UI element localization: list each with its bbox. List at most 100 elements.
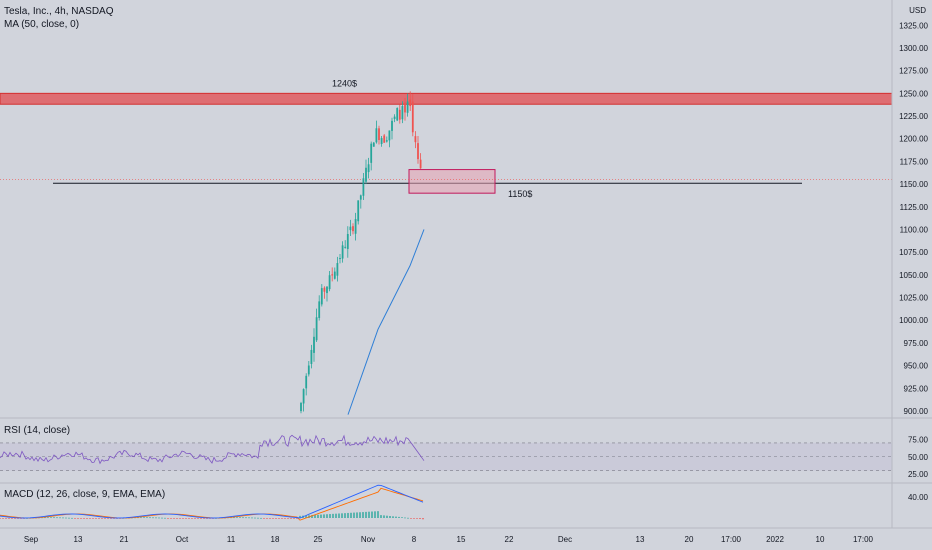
- support-label: 1150$: [508, 189, 532, 199]
- candle-body: [375, 128, 378, 143]
- candle-body: [320, 288, 323, 305]
- macd-histogram-bar: [314, 514, 316, 518]
- macd-histogram-bar: [266, 518, 268, 519]
- macd-histogram-bar: [149, 517, 151, 519]
- macd-histogram-bar: [233, 517, 235, 519]
- macd-histogram-bar: [368, 511, 370, 518]
- macd-histogram-bar: [407, 517, 409, 519]
- macd-histogram-bar: [146, 517, 148, 519]
- candle-body: [414, 136, 417, 143]
- macd-histogram-bar: [71, 517, 73, 519]
- macd-histogram-bar: [386, 515, 388, 518]
- macd-histogram-bar: [350, 512, 352, 518]
- candle-body: [352, 226, 354, 232]
- candle-body: [380, 138, 383, 145]
- macd-histogram-bar: [167, 518, 169, 519]
- macd-histogram-bar: [185, 518, 187, 519]
- candle-body: [318, 301, 321, 318]
- candle-body: [310, 349, 313, 364]
- macd-histogram-bar: [269, 518, 271, 519]
- rsi-legend[interactable]: RSI (14, close): [4, 425, 70, 436]
- macd-histogram-bar: [77, 518, 79, 519]
- candle-body: [326, 286, 328, 294]
- macd-histogram-bar: [53, 517, 55, 519]
- macd-legend[interactable]: MACD (12, 26, close, 9, EMA, EMA): [4, 489, 165, 500]
- macd-histogram-bar: [191, 518, 193, 519]
- macd-histogram-bar: [101, 518, 103, 519]
- candle-body: [313, 336, 315, 353]
- candle-body: [362, 178, 365, 196]
- macd-histogram-bar: [110, 518, 112, 519]
- currency-label: USD: [909, 6, 926, 15]
- macd-histogram-bar: [341, 513, 343, 518]
- macd-histogram-bar: [59, 517, 61, 519]
- macd-histogram-bar: [392, 516, 394, 518]
- macd-histogram-bar: [2, 518, 4, 519]
- time-tick-label: 17:00: [853, 535, 874, 544]
- macd-histogram-bar: [362, 512, 364, 518]
- macd-histogram-bar: [104, 518, 106, 519]
- macd-histogram-bar: [344, 513, 346, 518]
- rsi-title[interactable]: RSI (14, close): [4, 425, 71, 436]
- time-tick-label: 18: [271, 535, 280, 544]
- ma-title[interactable]: MA (50, close, 0): [4, 19, 80, 30]
- time-tick-label: Sep: [24, 535, 39, 544]
- candle-body: [354, 219, 357, 234]
- resistance-label: 1240$: [332, 78, 357, 88]
- candle-body: [385, 140, 388, 142]
- candle-body: [302, 389, 305, 404]
- macd-histogram-bar: [356, 512, 358, 518]
- macd-histogram-bar: [137, 517, 139, 519]
- macd-histogram-bar: [245, 517, 247, 519]
- macd-histogram-bar: [338, 513, 340, 518]
- macd-histogram-bar: [95, 518, 97, 519]
- macd-histogram-bar: [419, 518, 421, 519]
- macd-histogram-bar: [11, 518, 13, 519]
- candle-body: [391, 120, 393, 131]
- macd-histogram-bar: [179, 518, 181, 519]
- main-price-pane[interactable]: 1240$ 1150$: [0, 78, 893, 415]
- rsi-tick-label: 25.00: [908, 470, 929, 479]
- candle-body: [367, 164, 370, 173]
- price-tick-label: 1050.00: [899, 271, 928, 280]
- candle-body: [372, 142, 375, 147]
- macd-histogram-bar: [305, 515, 307, 518]
- symbol-legend[interactable]: Tesla, Inc., 4h, NASDAQ: [4, 6, 114, 17]
- macd-histogram-bar: [299, 515, 301, 518]
- candle-body: [328, 275, 331, 290]
- candle-body: [396, 108, 399, 121]
- macd-line: [0, 484, 424, 519]
- candle-body: [357, 200, 360, 222]
- macd-histogram-bar: [296, 518, 298, 519]
- time-tick-label: 13: [636, 535, 645, 544]
- macd-histogram-bar: [188, 518, 190, 519]
- macd-histogram-bar: [158, 517, 160, 519]
- resistance-zone: [0, 92, 893, 105]
- candle-body: [393, 116, 396, 119]
- time-tick-label: 2022: [766, 535, 784, 544]
- macd-histogram-bar: [8, 518, 10, 519]
- macd-histogram-bar: [236, 517, 238, 519]
- candle-body: [406, 101, 409, 113]
- macd-title[interactable]: MACD (12, 26, close, 9, EMA, EMA): [4, 489, 166, 500]
- macd-histogram-bar: [410, 518, 412, 519]
- candle-body: [419, 159, 422, 169]
- macd-histogram-bar: [263, 518, 265, 519]
- macd-histogram-bar: [98, 518, 100, 519]
- candle-body: [404, 102, 406, 113]
- candle-body: [333, 271, 336, 279]
- macd-pane[interactable]: [0, 484, 424, 521]
- rsi-pane[interactable]: [0, 434, 892, 471]
- ma-legend[interactable]: MA (50, close, 0): [4, 19, 79, 30]
- candle-body: [378, 128, 380, 141]
- symbol-title[interactable]: Tesla, Inc., 4h, NASDAQ: [4, 6, 114, 17]
- macd-histogram-bar: [89, 518, 91, 519]
- macd-histogram-bar: [398, 516, 400, 518]
- candle-body: [307, 365, 310, 375]
- macd-histogram-bar: [389, 516, 391, 518]
- macd-histogram-bar: [254, 517, 256, 519]
- macd-histogram-bar: [44, 517, 46, 519]
- macd-histogram-bar: [239, 517, 241, 519]
- time-tick-label: 20: [685, 535, 694, 544]
